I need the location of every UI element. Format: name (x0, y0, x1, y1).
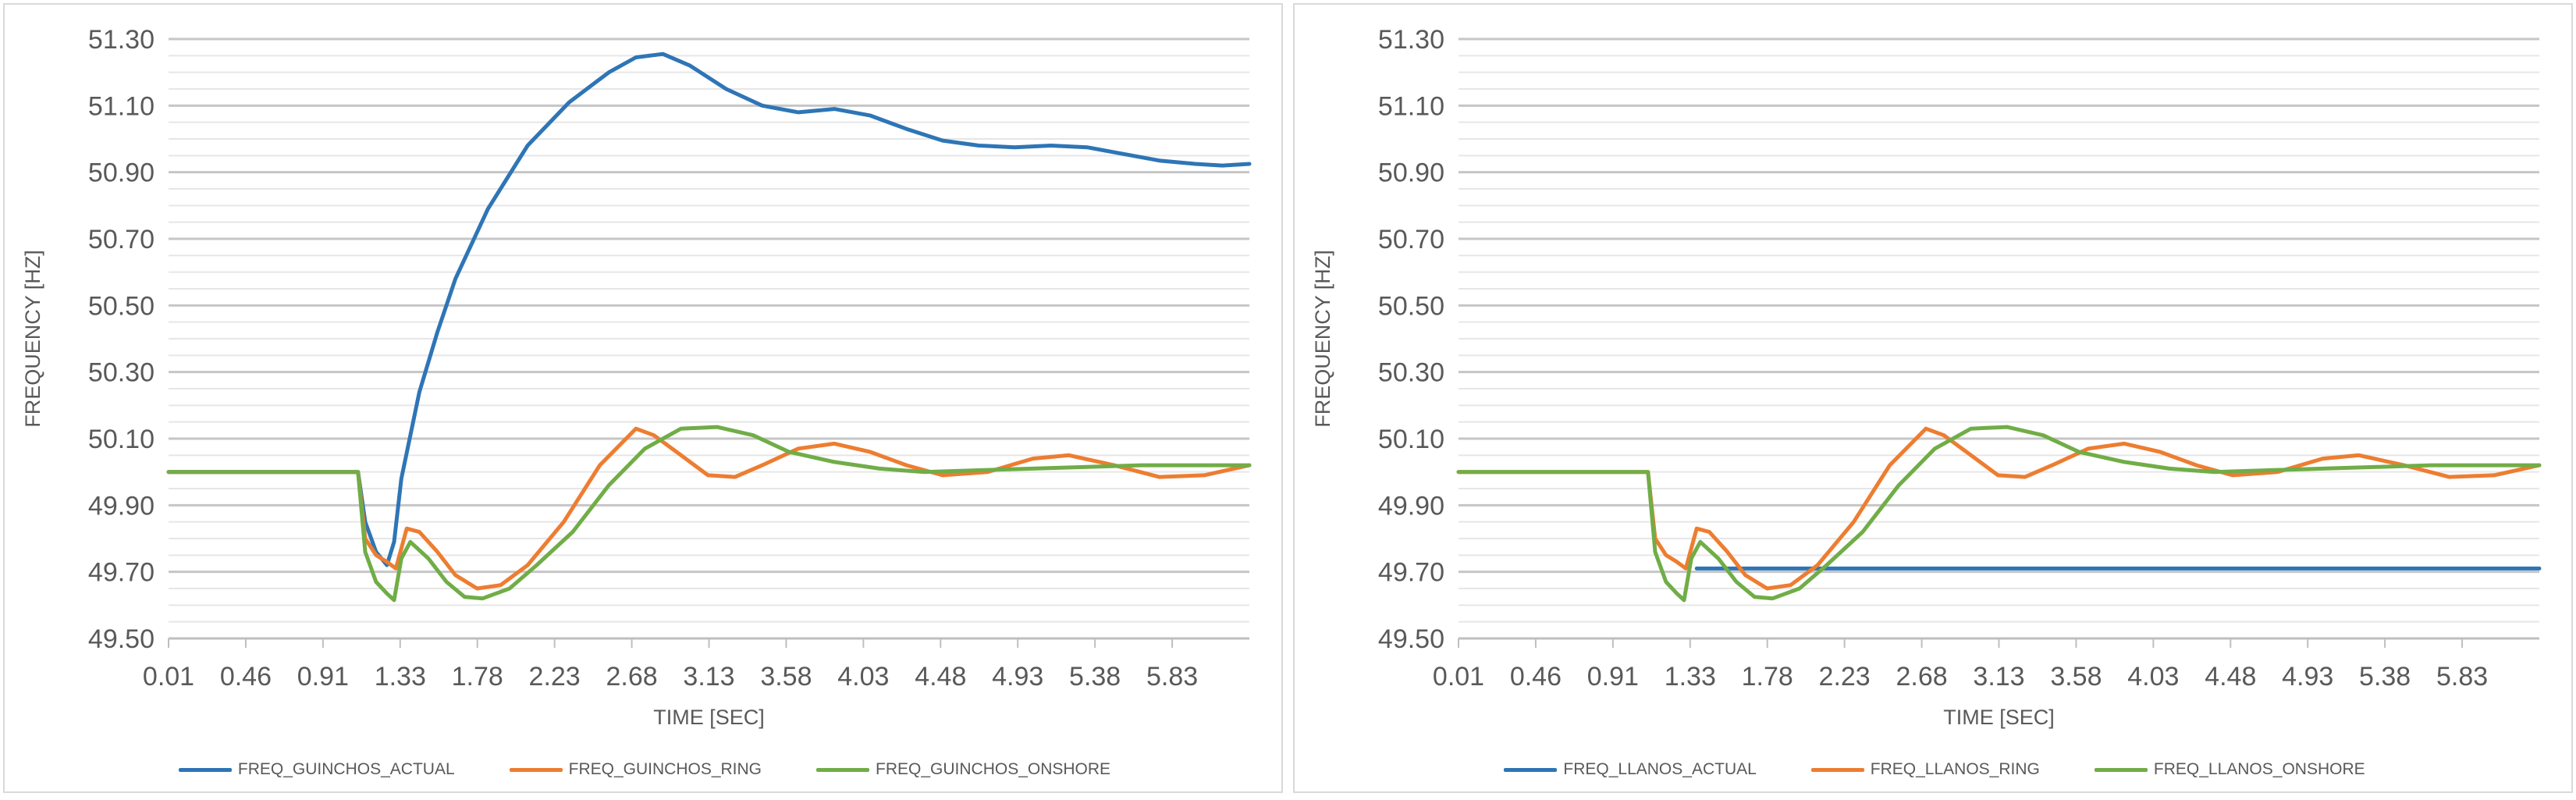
x-tick-label: 0.91 (297, 662, 349, 692)
y-tick-label: 51.10 (1378, 91, 1444, 121)
x-tick-label: 5.83 (1146, 662, 1198, 692)
y-tick-label: 49.50 (1378, 624, 1444, 654)
x-tick-label: 0.91 (1587, 662, 1639, 692)
y-tick-label: 50.10 (88, 425, 155, 454)
y-tick-label: 51.10 (88, 91, 155, 121)
x-tick-label: 3.58 (760, 662, 812, 692)
y-tick-label: 49.90 (1378, 491, 1444, 521)
series-line-freq-guinchos-ring (166, 426, 1252, 591)
y-tick-label: 50.90 (88, 158, 155, 188)
y-tick-label: 49.70 (1378, 558, 1444, 588)
x-tick-label: 0.46 (220, 662, 272, 692)
y-tick-label: 50.30 (88, 358, 155, 388)
x-tick-label: 0.46 (1510, 662, 1562, 692)
legend-swatch (816, 767, 870, 772)
chart-svg-llanos: 0.01 0.46 0.91 1.33 1.78 2.23 2.68 3.13 3.58 4.03… (1311, 25, 2542, 729)
y-axis-title: FREQUENCY [HZ] (1311, 250, 1334, 428)
legend-swatch (2094, 767, 2148, 772)
legend-label: FREQ_LLANOS_ACTUAL (1563, 760, 1757, 778)
x-tick-label: 4.03 (837, 662, 889, 692)
x-tick-label: 1.78 (1742, 662, 1793, 692)
x-tick-label: 0.01 (143, 662, 194, 692)
chart-svg-guinchos: 0.01 0.46 0.91 1.33 1.78 2.23 2.68 3.13 3.58 4.03… (21, 25, 1252, 729)
chart-legend-llanos: FREQ_LLANOS_ACTUAL FREQ_LLANOS_RING FREQ_L… (1295, 756, 2574, 784)
series-line-freq-llanos-ring (1456, 426, 2542, 591)
x-tick-label: 5.83 (2436, 662, 2488, 692)
y-tick-label: 50.10 (1378, 425, 1444, 454)
x-tick-label: 1.78 (452, 662, 503, 692)
legend-swatch (1810, 767, 1864, 772)
y-tick-label: 51.30 (1378, 25, 1444, 55)
x-tick-label: 4.03 (2127, 662, 2179, 692)
gridlines (169, 37, 1249, 623)
y-tick-label: 50.70 (88, 225, 155, 254)
series-line-freq-guinchos-onshore (166, 425, 1252, 603)
legend-item: FREQ_GUINCHOS_ACTUAL (178, 760, 455, 779)
y-tick-label: 49.90 (88, 491, 155, 521)
x-tick-label: 5.38 (2359, 662, 2411, 692)
legend-label: FREQ_GUINCHOS_RING (568, 760, 762, 778)
x-tick-label: 1.33 (375, 662, 426, 692)
y-tick-label: 51.30 (88, 25, 155, 55)
x-tick-label: 5.38 (1069, 662, 1121, 692)
legend-item: FREQ_LLANOS_ONSHORE (2094, 760, 2365, 779)
x-axis-title: TIME [SEC] (653, 706, 765, 729)
x-tick-label: 2.23 (529, 662, 581, 692)
legend-swatch (509, 767, 563, 772)
x-tick-label: 4.48 (915, 662, 966, 692)
chart-legend-guinchos: FREQ_GUINCHOS_ACTUAL FREQ_GUINCHOS_RING FR… (5, 756, 1284, 784)
legend-label: FREQ_GUINCHOS_ACTUAL (237, 760, 455, 778)
y-axis-title: FREQUENCY [HZ] (21, 250, 44, 428)
x-tick-label: 3.58 (2050, 662, 2102, 692)
legend-label: FREQ_LLANOS_RING (1870, 760, 2040, 778)
gridlines (1459, 37, 2539, 623)
legend-label: FREQ_GUINCHOS_ONSHORE (876, 760, 1111, 778)
y-tick-label: 50.30 (1378, 358, 1444, 388)
x-tick-label: 4.93 (992, 662, 1043, 692)
x-tick-label: 4.48 (2205, 662, 2256, 692)
x-axis-title: TIME [SEC] (1943, 706, 2055, 729)
legend-item: FREQ_LLANOS_ACTUAL (1504, 760, 1757, 779)
x-tick-label: 2.68 (606, 662, 657, 692)
x-tick-label: 3.13 (1973, 662, 2024, 692)
x-tick-label: 3.13 (683, 662, 734, 692)
y-tick-label: 50.50 (1378, 291, 1444, 321)
chart-panel-llanos: 0.01 0.46 0.91 1.33 1.78 2.23 2.68 3.13 3.58 4.03… (1293, 3, 2573, 793)
y-tick-label: 49.70 (88, 558, 155, 588)
x-tick-label: 4.93 (2282, 662, 2333, 692)
x-tick-label: 2.23 (1819, 662, 1871, 692)
series-line-freq-llanos-onshore (1456, 425, 2542, 603)
legend-swatch (178, 767, 232, 772)
legend-item: FREQ_GUINCHOS_RING (509, 760, 762, 779)
x-tick-label: 1.33 (1665, 662, 1716, 692)
chart-panel-guinchos: 0.01 0.46 0.91 1.33 1.78 2.23 2.68 3.13 3.58 4.03… (3, 3, 1283, 793)
legend-label: FREQ_LLANOS_ONSHORE (2153, 760, 2365, 778)
y-tick-label: 50.70 (1378, 225, 1444, 254)
legend-item: FREQ_GUINCHOS_ONSHORE (816, 760, 1110, 779)
y-tick-label: 50.50 (88, 291, 155, 321)
legend-swatch (1504, 767, 1558, 772)
x-tick-label: 0.01 (1433, 662, 1484, 692)
series-line-freq-guinchos-actual (166, 52, 1252, 567)
x-tick-label: 2.68 (1896, 662, 1947, 692)
y-tick-label: 49.50 (88, 624, 155, 654)
y-tick-label: 50.90 (1378, 158, 1444, 188)
legend-item: FREQ_LLANOS_RING (1810, 760, 2040, 779)
